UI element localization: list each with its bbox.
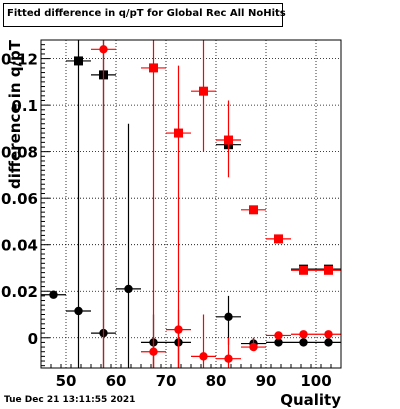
x-tick-label: 90 [256,372,277,390]
circle-marker [124,284,133,294]
y-tick-label: 0.12 [1,51,38,69]
square-marker [274,234,283,244]
grid [41,40,341,368]
data-point [241,337,266,352]
circle-marker [274,331,283,340]
y-tick-label: 0 [28,330,38,348]
data-point [191,40,216,152]
data-point [216,295,241,345]
circle-marker [324,338,333,347]
data-point [291,330,316,339]
x-tick-label: 50 [56,372,77,390]
data-markers [41,40,341,368]
data-point [316,265,341,275]
data-point [66,56,91,66]
square-marker [324,265,333,275]
x-axis-label: Quality [280,391,341,409]
circle-marker [299,338,308,347]
data-point [91,40,116,368]
timestamp: Tue Dec 21 13:11:55 2021 [4,395,136,405]
circle-marker [299,330,308,339]
circle-marker [174,325,183,334]
circle-marker [224,354,233,363]
circle-marker [199,352,208,361]
data-point [241,205,266,215]
square-marker [74,56,83,66]
circle-marker [249,342,258,352]
x-tick-label: 60 [106,372,127,390]
circle-marker [49,290,58,299]
square-marker [224,135,233,145]
y-tick-label: 0.04 [1,237,38,255]
circle-marker [224,312,233,322]
square-marker [149,63,158,73]
chart-title: Fitted difference in q/pT for Global Rec… [7,8,286,19]
circle-marker [99,45,108,54]
x-tick-label: 100 [300,372,331,390]
y-tick-label: 0.1 [11,97,38,115]
data-point [116,123,141,368]
square-marker [299,265,308,275]
data-point [191,314,216,368]
y-tick-label: 0.06 [1,190,38,208]
data-point [141,337,166,368]
square-marker [199,86,208,96]
y-axis-label: difference in q/pT [6,39,24,189]
circle-marker [274,338,283,347]
data-point [316,338,341,347]
x-tick-label: 70 [156,372,177,390]
circle-marker [324,330,333,339]
square-marker [174,128,183,138]
data-point [266,338,291,347]
data-point [166,325,191,368]
data-point [41,290,66,299]
chart-title-box: Fitted difference in q/pT for Global Rec… [3,3,286,27]
data-point [141,40,166,368]
data-point [166,65,191,368]
data-point [266,234,291,244]
circle-marker [74,306,83,316]
circle-marker [149,347,158,356]
data-point [291,265,316,275]
data-point [66,40,91,368]
data-point [291,338,316,347]
data-point [266,331,291,340]
square-marker [249,205,258,215]
axes: 50 60 70 80 90 100 0 0.02 0.04 0.06 0.08 0.1 0.12 [1,39,342,390]
data-point [216,337,241,368]
y-tick-label: 0.02 [1,283,38,301]
x-tick-label: 80 [206,372,227,390]
y-tick-label: 0.08 [1,144,38,162]
data-point [216,100,241,178]
data-point [316,330,341,339]
plot-frame [40,39,342,369]
